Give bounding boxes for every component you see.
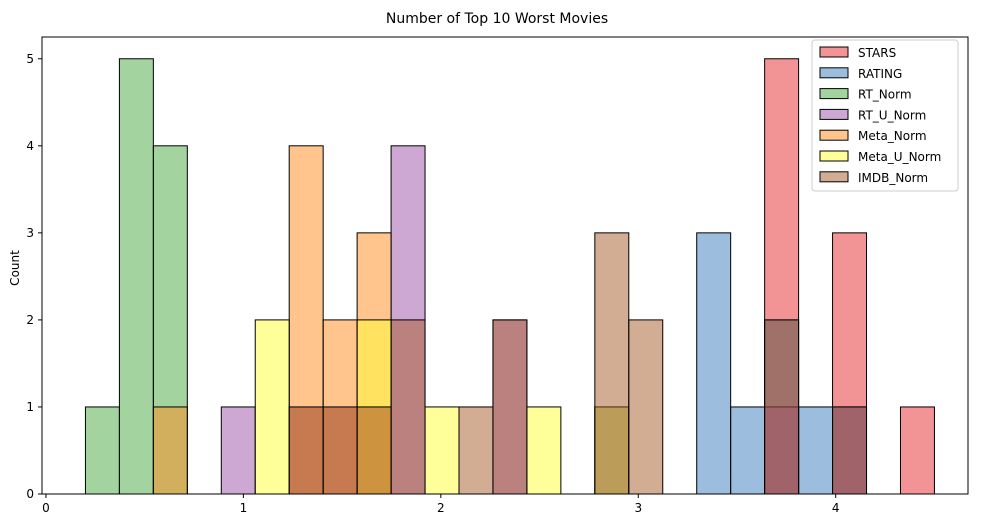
legend-item: Meta_U_Norm [819,150,941,164]
y-tick-label: 3 [26,226,34,240]
y-tick-label: 0 [26,487,34,501]
y-tick-label: 1 [26,400,34,414]
legend-item: RT_Norm [819,88,912,102]
x-tick-label: 1 [240,501,248,515]
bar [526,406,562,495]
axes-frame [41,36,969,495]
legend-swatch [819,67,849,79]
legend-swatch [819,129,849,141]
x-tick-label: 0 [42,501,50,515]
bar [696,232,732,495]
bar [424,406,460,495]
plot-area [84,58,935,495]
legend-swatch [819,108,849,120]
legend-item: Meta_Norm [819,129,927,143]
x-tick-label: 3 [634,501,642,515]
bar [798,406,834,495]
bar [84,406,120,495]
bar [356,406,392,495]
legend-item: IMDB_Norm [819,171,928,185]
legend-swatch [819,171,849,183]
x-tick-label: 4 [832,501,840,515]
x-tick-label: 2 [437,501,445,515]
bar [492,319,528,495]
legend-swatch [819,46,849,58]
legend-swatch [819,88,849,100]
legend: STARS RATING RT_Norm RT_U_Norm Meta_Norm Meta… [811,39,959,192]
bar [288,406,324,495]
bar [832,406,868,495]
legend-label: Meta_U_Norm [858,150,941,164]
series-imdb-norm [288,232,868,495]
legend-label: Meta_Norm [858,129,927,143]
axes: 0 1 2 3 4 0 1 2 3 4 5 [26,36,969,515]
bar [899,406,935,495]
bar [628,319,664,495]
y-tick-label: 4 [26,139,34,153]
bar [594,232,630,495]
y-tick-label: 2 [26,313,34,327]
legend-item: RT_U_Norm [819,108,926,122]
legend-label: RT_Norm [858,88,912,102]
bar [730,406,766,495]
legend-item: RATING [819,67,902,81]
bar [152,406,188,495]
bar [322,406,358,495]
bar [254,319,290,495]
legend-swatch [819,150,849,162]
bar [220,406,256,495]
legend-label: IMDB_Norm [858,171,928,185]
y-tick-label: 5 [26,52,34,66]
legend-label: STARS [858,46,896,60]
legend-item: STARS [819,46,896,60]
bar [390,319,426,495]
bar [458,406,494,495]
bar [764,319,800,495]
legend-label: RT_U_Norm [858,108,926,122]
chart-title: Number of Top 10 Worst Movies [386,11,608,27]
bar [118,58,154,495]
legend-label: RATING [858,67,902,81]
y-axis-label: Count [8,250,22,286]
